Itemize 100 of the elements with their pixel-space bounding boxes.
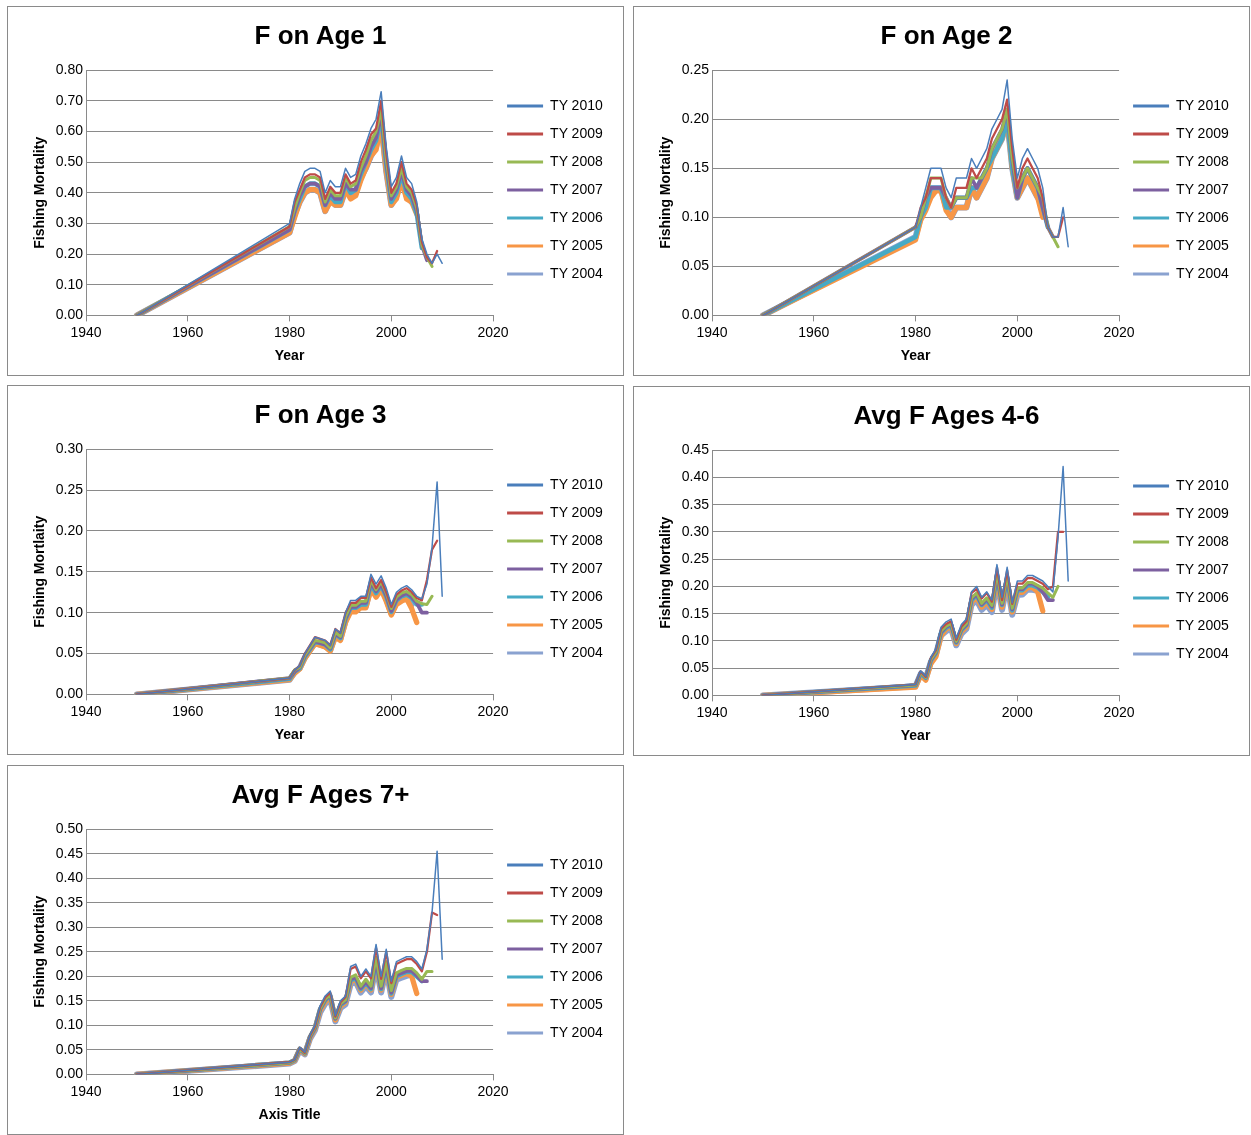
- legend-label: TY 2007: [1176, 560, 1229, 577]
- y-tick-label: 0.15: [55, 991, 84, 1008]
- x-tick-label: 2020: [477, 702, 509, 719]
- x-tick-label: 1960: [798, 703, 830, 720]
- legend-label: TY 2006: [550, 967, 603, 984]
- legend-label: TY 2009: [1176, 504, 1229, 521]
- x-tick-label: 1960: [798, 323, 830, 340]
- legend-label: TY 2009: [1176, 124, 1229, 141]
- y-tick-label: 0.05: [55, 644, 84, 661]
- x-tick-label: 2000: [1001, 703, 1034, 720]
- y-axis-title: Fishing Mortality: [657, 136, 674, 249]
- y-tick-label: 0.30: [55, 214, 84, 231]
- legend-label: TY 2008: [550, 911, 603, 928]
- legend-label: TY 2010: [550, 855, 603, 872]
- x-tick-label: 2020: [1103, 703, 1135, 720]
- y-tick-label: 0.05: [681, 659, 710, 676]
- y-tick-label: 0.30: [55, 440, 84, 457]
- legend-label: TY 2004: [550, 643, 603, 660]
- legend-label: TY 2008: [1176, 532, 1229, 549]
- y-tick-label: 0.05: [681, 257, 710, 274]
- legend-label: TY 2004: [550, 1023, 603, 1040]
- x-axis-title: Year: [900, 347, 931, 364]
- x-tick-label: 1940: [70, 323, 102, 340]
- x-axis-title: Year: [274, 726, 305, 743]
- legend-label: TY 2004: [550, 264, 603, 281]
- chart-title: Avg F Ages 4-6: [853, 399, 1040, 430]
- legend-label: TY 2005: [550, 615, 603, 632]
- x-tick-label: 1980: [899, 323, 932, 340]
- legend-label: TY 2006: [1176, 208, 1229, 225]
- x-tick-label: 1960: [172, 1082, 204, 1099]
- y-tick-label: 0.00: [55, 306, 84, 323]
- x-tick-label: 2020: [1103, 323, 1135, 340]
- legend-label: TY 2005: [550, 995, 603, 1012]
- y-axis-title: Fishing Mortality: [31, 136, 48, 249]
- legend-label: TY 2009: [550, 503, 603, 520]
- y-tick-label: 0.30: [681, 522, 710, 539]
- legend-label: TY 2007: [550, 559, 603, 576]
- y-axis-title: Fishing Mortlaity: [31, 515, 48, 628]
- y-tick-label: 0.25: [55, 942, 84, 959]
- legend-label: TY 2005: [1176, 616, 1229, 633]
- legend-label: TY 2007: [550, 939, 603, 956]
- chart-title: F on Age 1: [254, 19, 387, 50]
- legend-label: TY 2007: [1176, 180, 1229, 197]
- chart-title: Avg F Ages 7+: [231, 778, 410, 809]
- chart-title: F on Age 2: [880, 19, 1013, 50]
- legend-label: TY 2008: [550, 531, 603, 548]
- y-tick-label: 0.10: [55, 275, 84, 292]
- y-tick-label: 0.25: [681, 61, 710, 78]
- x-tick-label: 2020: [477, 323, 509, 340]
- y-tick-label: 0.50: [55, 820, 84, 837]
- x-tick-label: 1940: [70, 1082, 102, 1099]
- y-tick-label: 0.20: [55, 967, 84, 984]
- y-tick-label: 0.10: [681, 208, 710, 225]
- y-tick-label: 0.60: [55, 122, 84, 139]
- x-tick-label: 1940: [696, 323, 728, 340]
- x-tick-label: 2020: [477, 1082, 509, 1099]
- legend-label: TY 2004: [1176, 644, 1229, 661]
- y-tick-label: 0.15: [681, 604, 710, 621]
- y-tick-label: 0.35: [681, 495, 710, 512]
- y-tick-label: 0.25: [55, 480, 84, 497]
- y-tick-label: 0.20: [55, 521, 84, 538]
- y-tick-label: 0.00: [55, 685, 84, 702]
- legend-label: TY 2006: [550, 208, 603, 225]
- x-axis-title: Year: [900, 727, 931, 744]
- x-tick-label: 1960: [172, 702, 204, 719]
- y-tick-label: 0.50: [55, 153, 84, 170]
- legend-label: TY 2006: [550, 587, 603, 604]
- legend-label: TY 2010: [1176, 476, 1229, 493]
- x-tick-label: 1980: [899, 703, 932, 720]
- y-tick-label: 0.00: [681, 686, 710, 703]
- x-axis-title: Year: [274, 347, 305, 364]
- y-tick-label: 0.45: [681, 441, 710, 458]
- y-tick-label: 0.20: [55, 244, 84, 261]
- legend-label: TY 2007: [550, 180, 603, 197]
- x-tick-label: 1980: [273, 702, 306, 719]
- legend-label: TY 2008: [550, 152, 603, 169]
- legend-label: TY 2009: [550, 883, 603, 900]
- y-tick-label: 0.10: [55, 603, 84, 620]
- y-tick-label: 0.40: [55, 183, 84, 200]
- x-tick-label: 1980: [273, 323, 306, 340]
- y-tick-label: 0.15: [55, 562, 84, 579]
- legend-label: TY 2006: [1176, 588, 1229, 605]
- legend-label: TY 2010: [550, 475, 603, 492]
- x-tick-label: 1960: [172, 323, 204, 340]
- y-tick-label: 0.40: [681, 468, 710, 485]
- x-tick-label: 2000: [375, 1082, 408, 1099]
- x-tick-label: 1980: [273, 1082, 306, 1099]
- x-tick-label: 1940: [70, 702, 102, 719]
- legend-label: TY 2010: [1176, 96, 1229, 113]
- legend-label: TY 2010: [550, 96, 603, 113]
- y-tick-label: 0.10: [55, 1016, 84, 1033]
- y-tick-label: 0.20: [681, 110, 710, 127]
- chart-title: F on Age 3: [254, 398, 387, 429]
- legend-label: TY 2005: [1176, 236, 1229, 253]
- y-tick-label: 0.00: [681, 306, 710, 323]
- x-tick-label: 2000: [375, 702, 408, 719]
- y-tick-label: 0.05: [55, 1040, 84, 1057]
- y-tick-label: 0.00: [55, 1065, 84, 1082]
- y-tick-label: 0.20: [681, 577, 710, 594]
- y-tick-label: 0.40: [55, 869, 84, 886]
